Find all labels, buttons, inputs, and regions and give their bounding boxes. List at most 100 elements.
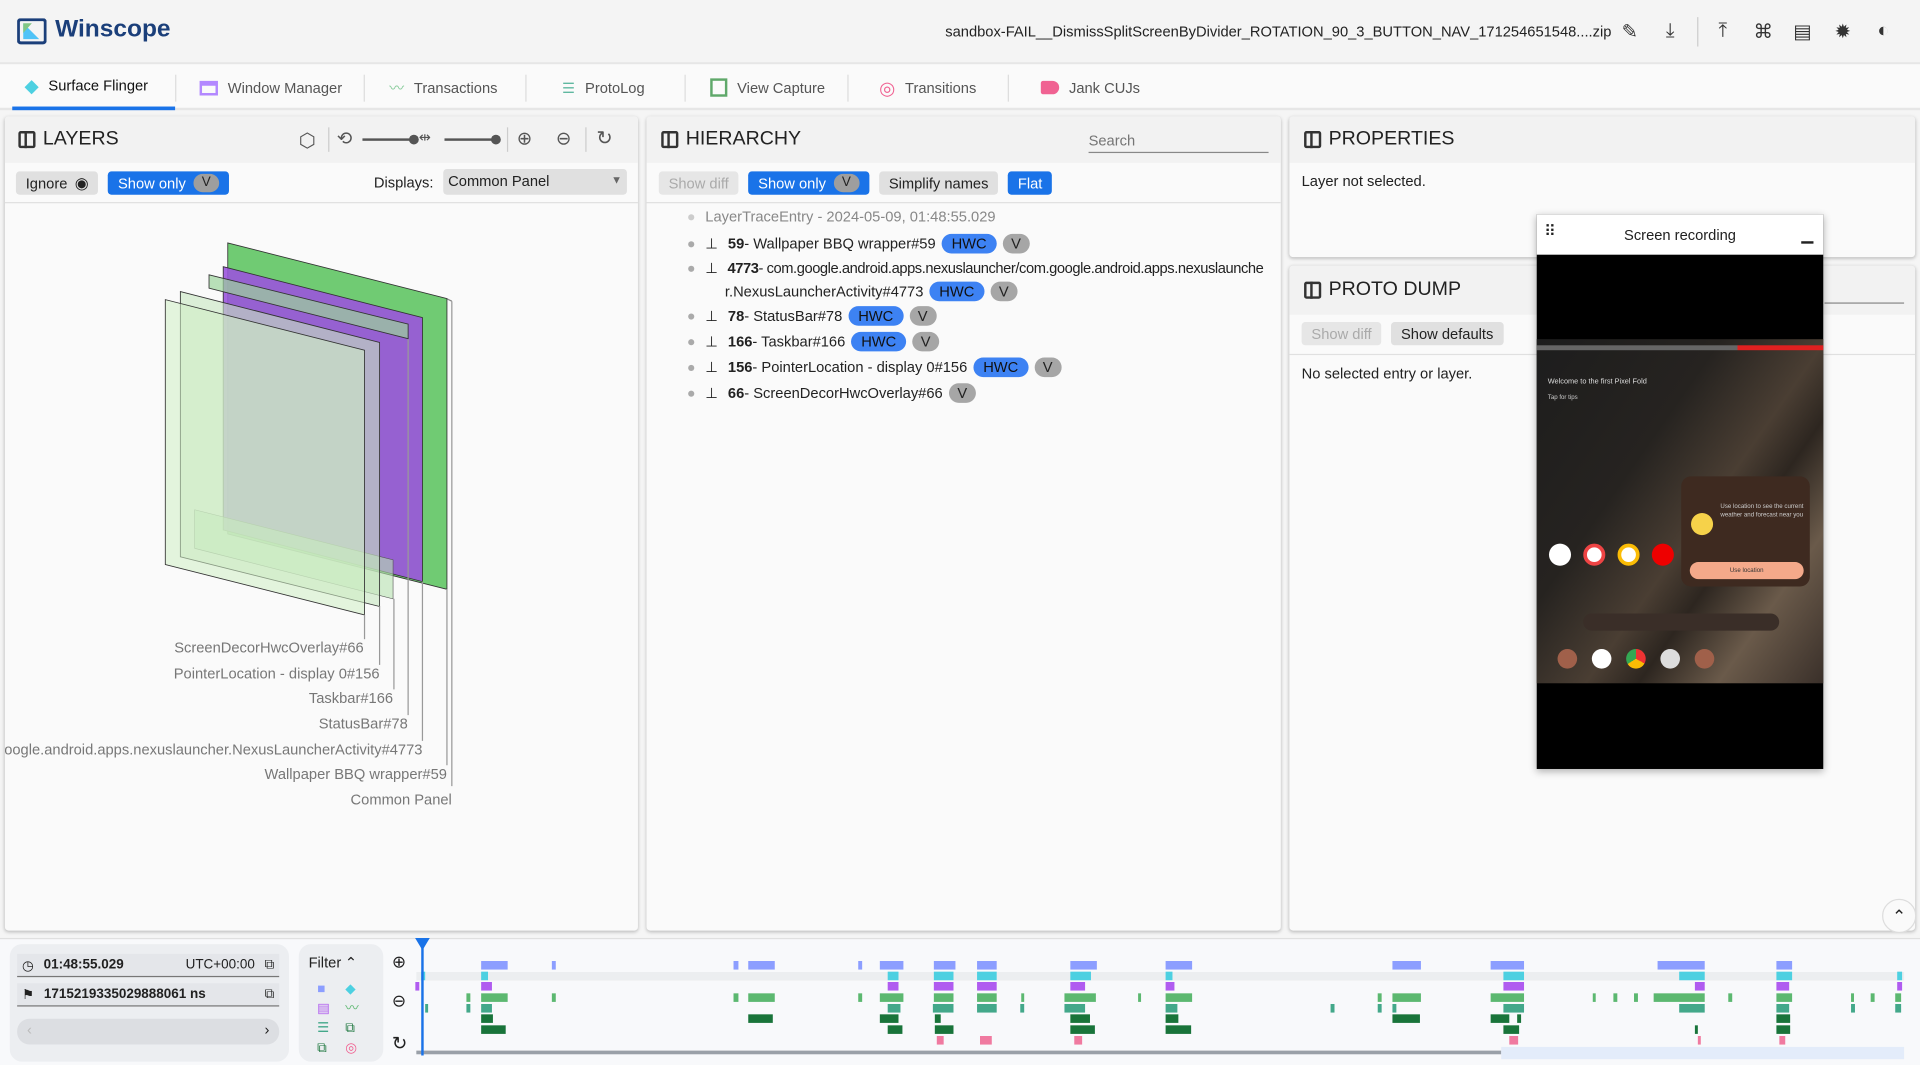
visible-chip: V bbox=[1034, 357, 1062, 378]
transitions-icon[interactable]: ◎ bbox=[345, 1040, 358, 1056]
pin-icon[interactable]: ⊥ bbox=[705, 333, 719, 351]
upload-icon[interactable]: ⤒ bbox=[1718, 20, 1728, 42]
zoom-in-icon[interactable]: ⊕ bbox=[391, 951, 407, 972]
tab-transactions[interactable]: 〰 Transactions bbox=[377, 65, 497, 110]
tree-item[interactable]: ⊥ 59 - Wallpaper BBQ wrapper#59 HWC V bbox=[688, 233, 1030, 254]
rect-screen-decor[interactable] bbox=[164, 299, 365, 616]
reset-zoom-icon[interactable]: ↻ bbox=[391, 1033, 408, 1055]
tab-label: View Capture bbox=[737, 78, 826, 97]
youtube-app-icon bbox=[1651, 543, 1674, 566]
layer-label[interactable]: ScreenDecorHwcOverlay#66 bbox=[174, 639, 364, 657]
layer-label[interactable]: google.android.apps.nexuslauncher.NexusL… bbox=[4, 740, 423, 758]
timeline-icon[interactable]: 〰 bbox=[345, 1001, 359, 1017]
window-icon[interactable]: ▤ bbox=[317, 1001, 330, 1017]
next-entry-icon[interactable]: › bbox=[264, 1021, 270, 1039]
simplify-names-button[interactable]: Simplify names bbox=[879, 171, 999, 195]
zoom-out-icon[interactable]: ⊖ bbox=[391, 990, 407, 1011]
use-location-button: Use location bbox=[1689, 562, 1804, 580]
tree-item[interactable]: ⊥ 4773 - com.google.android.apps.nexuslau… bbox=[688, 259, 1264, 277]
layer-label[interactable]: PointerLocation - display 0#156 bbox=[173, 664, 380, 683]
tab-transitions[interactable]: ◎ Transitions bbox=[867, 65, 976, 110]
tab-label: Jank CUJs bbox=[1068, 78, 1141, 97]
show-only-button[interactable]: Show only V bbox=[748, 171, 870, 195]
ignore-button[interactable]: Ignore ◉ bbox=[15, 171, 99, 195]
collapse-panel-icon[interactable] bbox=[1304, 281, 1322, 299]
displays-selected-value: Common Panel bbox=[448, 172, 550, 190]
tab-protolog[interactable]: ☰ ProtoLog bbox=[550, 65, 645, 110]
show-diff-button[interactable]: Show diff bbox=[1301, 322, 1382, 346]
tree-item[interactable]: ⊥ 166 - Taskbar#166 HWC V bbox=[688, 331, 940, 352]
copy-icon[interactable]: ⧉ bbox=[345, 1021, 355, 1036]
rotation-slider-knob[interactable] bbox=[408, 134, 419, 145]
proto-search-input[interactable] bbox=[1824, 302, 1905, 304]
tree-item[interactable]: ⊥ 66 - ScreenDecorHwcOverlay#66 V bbox=[688, 383, 976, 403]
layer-label[interactable]: StatusBar#78 bbox=[318, 715, 408, 733]
spacing-slider-knob[interactable] bbox=[491, 134, 501, 145]
tree-root[interactable]: LayerTraceEntry - 2024-05-09, 01:48:55.0… bbox=[688, 208, 996, 225]
play-store-app-icon bbox=[1548, 543, 1572, 566]
tree-item-continued[interactable]: r.NexusLauncherActivity#4773 HWC V bbox=[725, 281, 1018, 302]
timestamp-ns[interactable]: 1715219335029888061 ns bbox=[43, 986, 206, 1002]
rect-status-bar[interactable] bbox=[208, 274, 409, 340]
label-icon bbox=[1040, 80, 1060, 95]
notes-icon[interactable]: ☰ bbox=[317, 1021, 330, 1036]
filter-toggle[interactable]: Filter ⌃ bbox=[309, 954, 358, 971]
layer-label[interactable]: Wallpaper BBQ wrapper#59 bbox=[264, 765, 447, 783]
collapse-timeline-button[interactable]: ⌃ bbox=[1882, 898, 1917, 934]
flat-button[interactable]: Flat bbox=[1008, 171, 1053, 195]
layers-3d-view[interactable] bbox=[5, 116, 638, 930]
tab-view-capture[interactable]: View Capture bbox=[698, 65, 825, 110]
copy-icon[interactable]: ⧉ bbox=[317, 1040, 327, 1056]
layer-label[interactable]: Taskbar#166 bbox=[308, 689, 394, 707]
cube-icon[interactable]: ⬡ bbox=[298, 131, 316, 152]
weather-widget: Use location to see the current weather … bbox=[1681, 476, 1810, 587]
contrast-icon[interactable]: ◐ bbox=[1877, 20, 1890, 42]
tab-window-manager[interactable]: Window Manager bbox=[187, 65, 342, 110]
collapse-panel-icon[interactable] bbox=[661, 131, 679, 149]
tree-item[interactable]: ⊥ 78 - StatusBar#78 HWC V bbox=[688, 306, 937, 326]
reset-view-icon[interactable]: ↻ bbox=[596, 128, 613, 150]
pin-icon[interactable]: ⊥ bbox=[705, 307, 719, 325]
hierarchy-title: HIERARCHY bbox=[661, 129, 801, 151]
command-icon[interactable]: ⌘ bbox=[1753, 22, 1774, 43]
rotation-slider[interactable] bbox=[362, 134, 419, 145]
gmail-app-icon bbox=[1583, 543, 1606, 566]
tab-label: Surface Flinger bbox=[48, 77, 149, 95]
layers-icon[interactable]: ◆ bbox=[345, 982, 356, 997]
displays-select[interactable]: Common Panel ▼ bbox=[443, 168, 627, 195]
pencil-icon[interactable]: ✎ bbox=[1621, 22, 1639, 43]
drag-handle-icon[interactable]: ⠿ bbox=[1544, 221, 1556, 241]
video-icon[interactable]: ■ bbox=[317, 982, 326, 997]
screen-recording-header[interactable]: ⠿ Screen recording bbox=[1536, 214, 1824, 255]
spacing-slider[interactable] bbox=[444, 134, 501, 145]
zoom-in-icon[interactable]: ⊕ bbox=[516, 128, 533, 150]
collapse-panel-icon[interactable] bbox=[1304, 131, 1322, 149]
tab-surface-flinger[interactable]: ◆ Surface Flinger bbox=[12, 65, 176, 111]
bullet bbox=[688, 364, 695, 371]
show-diff-button[interactable]: Show diff bbox=[658, 171, 739, 195]
current-time[interactable]: 01:48:55.029 bbox=[43, 957, 124, 973]
show-only-button[interactable]: Show only V bbox=[108, 171, 230, 195]
app-icon bbox=[1591, 648, 1612, 669]
collapse-panel-icon[interactable] bbox=[18, 131, 36, 149]
minimize-icon[interactable] bbox=[1801, 241, 1814, 244]
pin-icon[interactable]: ⊥ bbox=[705, 259, 718, 277]
tree-item[interactable]: ⊥ 156 - PointerLocation - display 0#156 HW… bbox=[688, 357, 1062, 378]
tab-jank-cujs[interactable]: Jank CUJs bbox=[1029, 65, 1140, 110]
copy-icon[interactable]: ⧉ bbox=[264, 986, 275, 1002]
rotate-icon: ⟲ bbox=[336, 128, 353, 150]
show-defaults-button[interactable]: Show defaults bbox=[1391, 322, 1504, 346]
download-icon[interactable]: ⤓ bbox=[1665, 20, 1675, 42]
prev-entry-icon[interactable]: ‹ bbox=[26, 1021, 32, 1039]
screen-recording-overlay[interactable]: ⠿ Screen recording Welcome to the first … bbox=[1536, 214, 1824, 769]
pin-icon[interactable]: ⊥ bbox=[705, 384, 719, 402]
copy-icon[interactable]: ⧉ bbox=[264, 956, 275, 972]
layer-label[interactable]: Common Panel bbox=[350, 791, 452, 809]
pin-icon[interactable]: ⊥ bbox=[705, 235, 719, 253]
pin-icon[interactable]: ⊥ bbox=[705, 358, 719, 376]
hierarchy-search-input[interactable] bbox=[1088, 128, 1269, 154]
ns-row: ⚑ 1715219335029888061 ns ⧉ bbox=[17, 983, 280, 1007]
bug-icon[interactable]: ✹ bbox=[1834, 22, 1852, 43]
zoom-out-icon[interactable]: ⊖ bbox=[555, 128, 572, 150]
book-icon[interactable]: ▤ bbox=[1793, 22, 1812, 43]
